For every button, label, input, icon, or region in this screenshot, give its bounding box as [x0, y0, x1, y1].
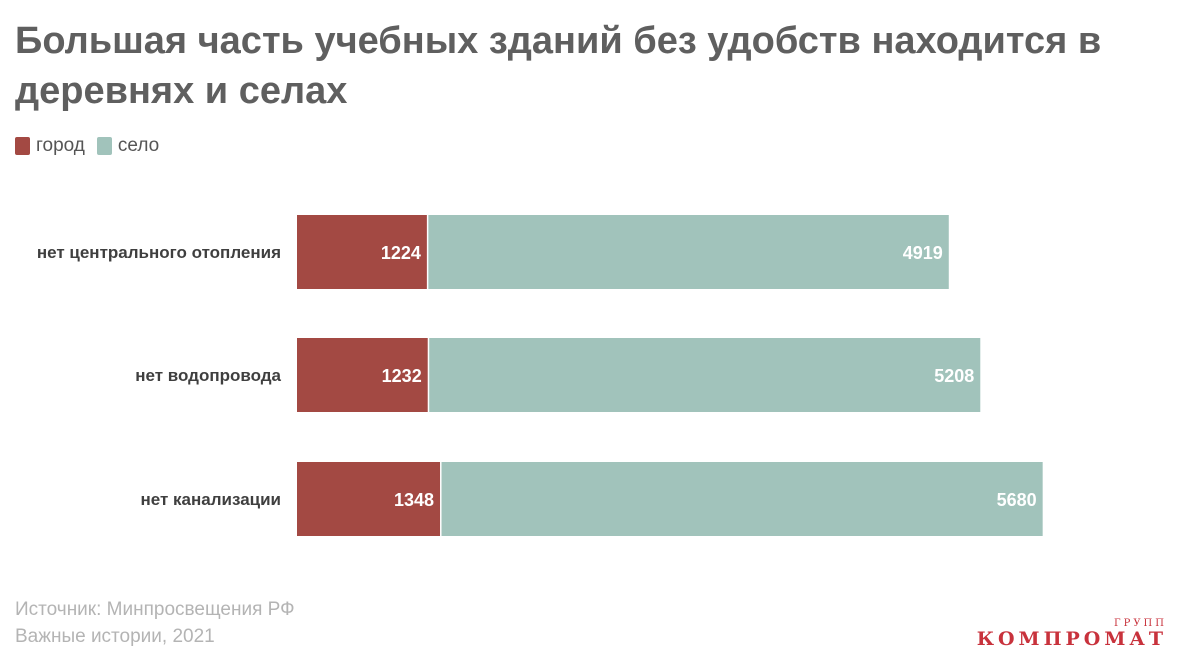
data-label-village: 5208	[934, 366, 974, 386]
chart-title: Большая часть учебных зданий без удобств…	[15, 20, 1102, 112]
data-label-village: 4919	[903, 243, 943, 263]
bar-segment-city	[297, 338, 428, 412]
data-label-village: 5680	[997, 490, 1037, 510]
legend-label-city: город	[36, 135, 85, 156]
category-label: нет канализации	[140, 490, 281, 509]
source-note: Источник: Минпросвещения РФ Важные истор…	[15, 596, 295, 650]
bar-segment-village	[441, 462, 1043, 536]
data-label-city: 1348	[394, 490, 434, 510]
category-label: нет центрального отопления	[37, 243, 281, 262]
bar-segment-city	[297, 215, 427, 289]
source-line: Источник: Минпросвещения РФ	[15, 599, 295, 620]
bar-segment-city	[297, 462, 441, 536]
category-label: нет водопровода	[135, 366, 281, 385]
legend-swatch-village	[96, 137, 112, 155]
legend-item-city: город	[15, 135, 85, 157]
watermark-main-text: КОМПРОМАТ	[976, 628, 1167, 650]
bar-chart: нет центрального отопления 1224 4919 нет во…	[37, 215, 1043, 536]
legend-label-village: село	[117, 135, 160, 156]
watermark-small-text: ГРУПП	[1113, 618, 1167, 629]
legend-item-village: село	[96, 135, 160, 157]
bar-segment-village	[429, 338, 981, 412]
data-label-city: 1232	[382, 366, 422, 386]
publisher-line: Важные истории, 2021	[15, 626, 215, 647]
legend-swatch-city	[15, 137, 30, 155]
data-label-city: 1224	[381, 243, 421, 263]
watermark-logo: ГРУПП КОМПРОМАТ	[976, 618, 1167, 650]
bar-segment-village	[428, 215, 949, 289]
legend: город село	[15, 135, 159, 157]
